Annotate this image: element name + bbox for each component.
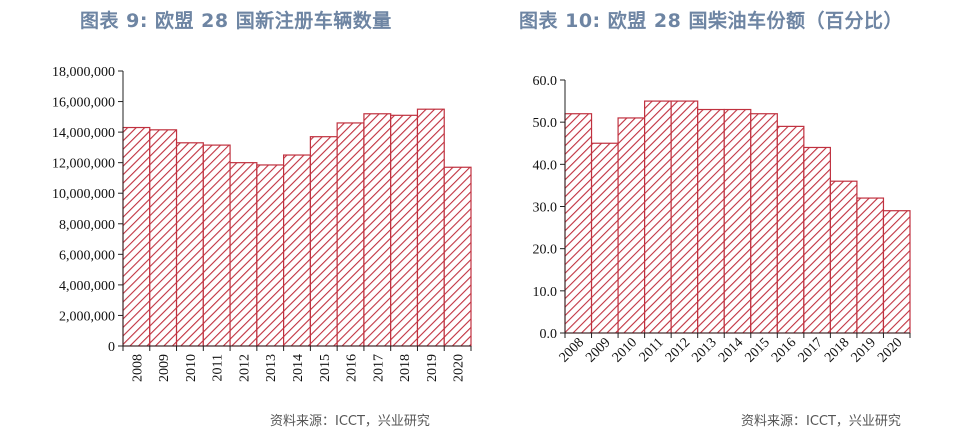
x-tick-label: 2008	[130, 354, 145, 382]
x-tick-label: 2010	[610, 335, 640, 365]
y-tick-label: 10.0	[533, 285, 558, 300]
x-tick-label: 2013	[689, 335, 719, 365]
x-tick-label: 2014	[291, 354, 306, 382]
bar-2020	[882, 210, 911, 334]
bar-2013	[256, 164, 285, 347]
x-tick-label: 2010	[184, 354, 199, 382]
x-tick-label: 2011	[211, 354, 226, 381]
x-tick-label: 2015	[742, 335, 772, 365]
y-tick-label: 30.0	[533, 201, 558, 216]
x-tick-label: 2011	[637, 335, 667, 365]
bar-2009	[149, 129, 178, 347]
y-tick-label: 20.0	[533, 243, 558, 258]
bar-2009	[590, 142, 619, 334]
x-tick-label: 2012	[237, 354, 252, 382]
y-tick-label: 6,000,000	[59, 248, 115, 263]
x-tick-label: 2017	[371, 354, 386, 382]
bar-2018	[829, 180, 858, 334]
x-tick-label: 2017	[796, 335, 826, 365]
y-tick-label: 4,000,000	[59, 279, 115, 294]
bar-2012	[229, 162, 258, 347]
bar-2014	[283, 154, 311, 347]
left-source-note: 资料来源：ICCT，兴业研究	[270, 414, 430, 429]
left-chart-title: 图表 9: 欧盟 28 国新注册车辆数量	[80, 10, 392, 32]
right-chart-panel: 图表 10: 欧盟 28 国柴油车份额（百分比） 0.0 10.0 20.0 30.0…	[481, 0, 962, 434]
y-tick-label: 8,000,000	[59, 218, 115, 233]
x-tick-label: 2012	[663, 335, 693, 365]
y-tick-label: 10,000,000	[52, 187, 115, 202]
x-tick-label: 2015	[318, 354, 333, 382]
x-tick-label: 2013	[264, 354, 279, 382]
bar-2013	[697, 108, 725, 334]
bar-2010	[617, 117, 646, 334]
bar-2011	[644, 100, 672, 334]
x-tick-label: 2016	[345, 354, 360, 382]
y-tick-label: 12,000,000	[52, 157, 115, 172]
bar-2015	[750, 113, 778, 334]
y-tick-label: 60.0	[533, 74, 558, 89]
y-tick-label: 0.0	[540, 327, 558, 342]
bar-2018	[390, 114, 419, 347]
x-tick-label: 2009	[583, 335, 613, 365]
bar-2008	[564, 113, 593, 334]
x-tick-label: 2018	[398, 354, 413, 382]
bar-2011	[202, 144, 231, 347]
y-tick-label: 40.0	[533, 158, 558, 173]
x-tick-label: 2019	[425, 354, 440, 382]
right-bar-chart: 0.010.020.030.040.050.060.02008200920102…	[533, 74, 911, 366]
bar-2012	[670, 100, 699, 334]
bar-2010	[175, 142, 204, 347]
right-source-note: 资料来源：ICCT，兴业研究	[741, 414, 901, 429]
y-tick-label: 16,000,000	[52, 96, 115, 111]
bar-2016	[336, 122, 365, 347]
bar-2016	[776, 125, 805, 334]
x-tick-label: 2008	[557, 335, 587, 365]
x-tick-label: 2009	[157, 354, 172, 382]
y-tick-label: 14,000,000	[52, 126, 115, 141]
right-chart-title: 图表 10: 欧盟 28 国柴油车份额（百分比）	[519, 10, 903, 32]
bar-2017	[803, 146, 831, 334]
x-tick-label: 2018	[822, 335, 852, 365]
bar-2019	[416, 108, 445, 347]
bar-2015	[309, 136, 338, 347]
x-tick-label: 2019	[849, 335, 879, 365]
bar-2014	[723, 108, 752, 334]
x-tick-label: 2020	[875, 335, 905, 365]
y-tick-label: 50.0	[533, 116, 558, 131]
left-chart-panel: 图表 9: 欧盟 28 国新注册车辆数量 0 2,000,000 4,000,000…	[52, 10, 472, 429]
x-tick-label: 2016	[769, 335, 799, 365]
bar-2019	[856, 197, 885, 334]
bar-2017	[363, 113, 392, 347]
y-tick-label: 18,000,000	[52, 65, 115, 80]
x-tick-label: 2014	[716, 335, 746, 365]
bar-2008	[122, 126, 151, 347]
y-tick-label: 2,000,000	[59, 309, 115, 324]
x-tick-label: 2020	[452, 354, 467, 382]
bar-2020	[443, 166, 472, 347]
y-tick-label: 0	[108, 340, 115, 355]
left-bar-chart: 0 2,000,000 4,000,000 6,000,000 8,000,000 10,…	[52, 65, 472, 382]
